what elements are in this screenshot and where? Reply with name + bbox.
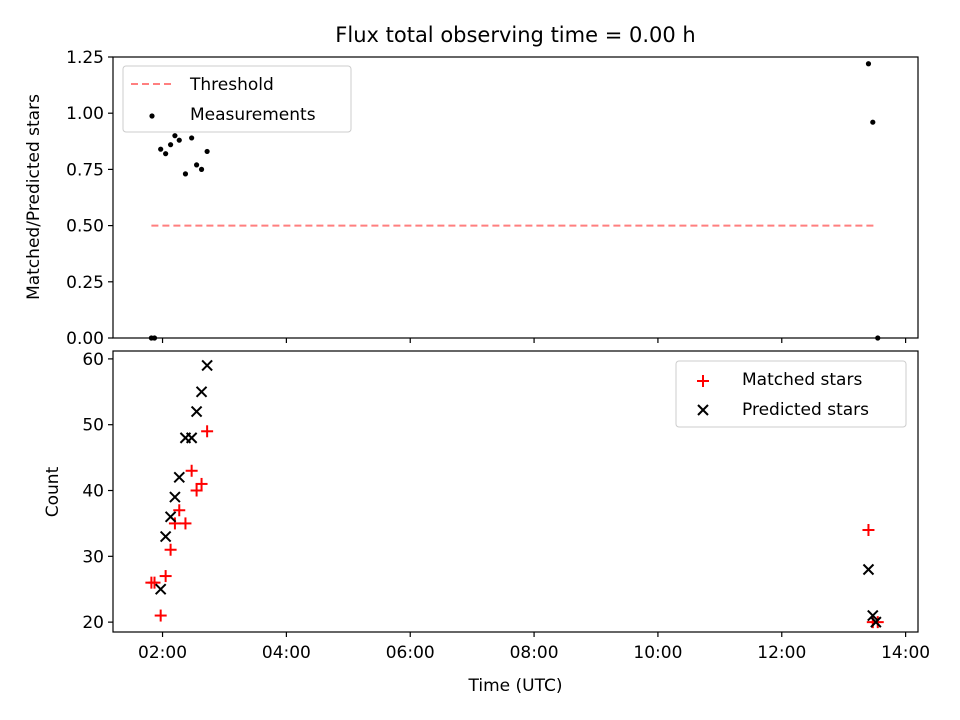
measurements-point [204,148,210,155]
matched-stars-point [148,576,161,589]
matched-stars-point [154,609,167,622]
bottom-x-tick-label: 12:00 [757,643,806,663]
bottom-y-tick-label: 30 [82,547,104,567]
predicted-stars-point [201,359,213,372]
predicted-stars-point [190,405,203,418]
matched-stars-point [871,616,884,629]
bottom-x-tick-label: 08:00 [510,643,559,663]
measurements-point [865,61,872,67]
measurements-legend-swatch [149,113,155,119]
measurements-legend-label: Measurements [190,105,316,125]
predicted-stars-point [154,583,167,595]
predicted-stars-point [185,432,198,444]
top-x-ticks [161,338,907,343]
bottom-x-tick-label: 02:00 [138,643,187,663]
top-legend-box [122,65,352,133]
threshold-legend-label: Threshold [189,75,274,95]
predicted-stars-point [195,386,208,398]
matched-stars-point [190,484,203,497]
bottom-y-axis-label: Count [43,466,63,517]
predicted-legend-swatch [697,404,709,416]
top-y-tick-label: 0.25 [66,273,104,293]
top-y-axis-label: Matched/Predicted stars [24,94,44,300]
predicted-stars-point [870,616,882,628]
matched-stars-point [185,464,198,477]
measurements-point [870,119,876,125]
bottom-x-ticks: 02:00 04:00 06:00 08:00 10:00 12:00 14:00 [138,632,930,663]
matched-stars-point [179,517,192,530]
bottom-y-tick-label: 20 [82,613,104,633]
top-axes-frame [112,56,919,339]
measurements-point [158,146,164,152]
matched-stars-point [195,477,208,490]
matched-stars-point [168,517,181,530]
matched-stars-point [164,543,177,556]
measurements-point [167,142,174,148]
measurements-point [198,166,205,172]
matched-stars-point [862,523,875,536]
bottom-panel: 20 30 40 50 60 02:00 04:00 06:00 08:00 10:00 12:0… [43,350,930,696]
bottom-x-tick-label: 06:00 [386,643,435,663]
bottom-x-tick-label: 10:00 [633,643,682,663]
top-y-ticks: 0.00 0.25 0.50 0.75 1.00 1.25 [66,48,113,349]
predicted-stars-point [862,563,875,576]
predicted-legend-label: Predicted stars [742,400,869,420]
matched-stars-point [159,570,172,583]
matched-legend-swatch [697,375,709,387]
top-y-tick-label: 0.75 [66,160,104,180]
measurements-point [193,162,200,168]
top-legend: Threshold Measurements [122,65,352,133]
predicted-stars-point [159,530,172,543]
top-y-tick-label: 0.50 [66,217,104,237]
chart-title: Flux total observing time = 0.00 h [335,23,695,47]
top-panel: 0.00 0.25 0.50 0.75 1.00 1.25 Matched/Predict… [24,48,919,349]
bottom-y-ticks: 20 30 40 50 60 [82,350,113,633]
bottom-y-tick-label: 60 [82,350,104,370]
top-y-tick-label: 0.00 [66,329,104,349]
predicted-stars-point [867,609,879,622]
measurements-point [176,137,182,143]
predicted-stars-point [164,511,177,523]
measurements-point [172,133,178,139]
matched-stars-point [201,425,214,438]
matched-legend-label: Matched stars [742,370,862,390]
top-y-tick-label: 1.00 [66,104,104,124]
bottom-y-tick-label: 50 [82,416,104,436]
measurements-point [163,151,169,157]
bottom-legend: Matched stars Predicted stars [675,360,907,428]
top-y-tick-label: 1.25 [66,48,104,68]
bottom-plot-area [145,359,884,629]
bottom-x-tick-label: 14:00 [881,643,930,663]
bottom-legend-box [675,360,907,428]
bottom-x-tick-label: 04:00 [262,643,311,663]
matched-stars-point [173,504,186,517]
top-plot-area [148,61,881,341]
bottom-y-tick-label: 40 [82,482,104,502]
x-axis-label: Time (UTC) [468,676,563,696]
predicted-stars-point [173,471,185,484]
measurements-point [182,171,189,177]
predicted-stars-point [169,491,181,503]
measurements-point [189,135,195,141]
bottom-axes-frame [112,350,919,633]
